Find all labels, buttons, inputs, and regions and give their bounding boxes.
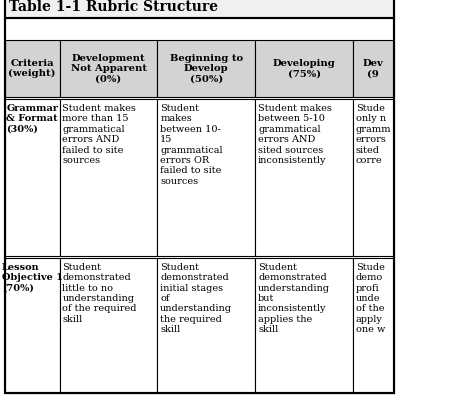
Text: Criteria
(weight): Criteria (weight) xyxy=(9,59,56,78)
Text: Table 1-1 Rubric Structure: Table 1-1 Rubric Structure xyxy=(9,0,217,14)
Bar xyxy=(255,258,352,393)
Text: Beginning to
Develop
(50%): Beginning to Develop (50%) xyxy=(169,54,242,83)
Text: Dev
(9: Dev (9 xyxy=(362,59,383,78)
Bar xyxy=(5,99,60,256)
Bar xyxy=(157,258,255,393)
Text: Student
demonstrated
little to no
understanding
of the required
skill: Student demonstrated little to no unders… xyxy=(62,263,137,324)
Text: Student
demonstrated
understanding
but
inconsistently
applies the
skill: Student demonstrated understanding but i… xyxy=(258,263,329,334)
Text: Lesson
Objective 1
(70%): Lesson Objective 1 (70%) xyxy=(2,263,62,293)
Bar xyxy=(255,99,352,256)
Bar xyxy=(255,40,352,97)
Bar xyxy=(352,99,393,256)
Text: Student
makes
between 10-
15
grammatical
errors OR
failed to site
sources: Student makes between 10- 15 grammatical… xyxy=(160,104,222,186)
Text: Development
Not Apparent
(0%): Development Not Apparent (0%) xyxy=(70,54,146,83)
Text: Student
demonstrated
initial stages
of
understanding
the required
skill: Student demonstrated initial stages of u… xyxy=(160,263,232,334)
Text: Grammar
& Format
(30%): Grammar & Format (30%) xyxy=(6,104,58,134)
Bar xyxy=(5,18,393,393)
Bar xyxy=(157,40,255,97)
Text: Stude
demo
profi
unde
of the
apply
one w: Stude demo profi unde of the apply one w xyxy=(355,263,385,334)
Text: Student makes
more than 15
grammatical
errors AND
failed to site
sources: Student makes more than 15 grammatical e… xyxy=(62,104,136,165)
Text: Student makes
between 5-10
grammatical
errors AND
sited sources
inconsistently: Student makes between 5-10 grammatical e… xyxy=(258,104,331,165)
Bar xyxy=(60,99,157,256)
Text: Stude
only n
gramm
errors
sited
corre: Stude only n gramm errors sited corre xyxy=(355,104,390,165)
Bar xyxy=(352,258,393,393)
Bar xyxy=(60,258,157,393)
Bar xyxy=(60,40,157,97)
Bar xyxy=(5,0,393,393)
Bar xyxy=(352,40,393,97)
Bar xyxy=(5,0,393,18)
Bar xyxy=(157,99,255,256)
Text: Developing
(75%): Developing (75%) xyxy=(272,59,335,78)
Bar xyxy=(5,40,60,97)
Bar xyxy=(5,258,60,393)
